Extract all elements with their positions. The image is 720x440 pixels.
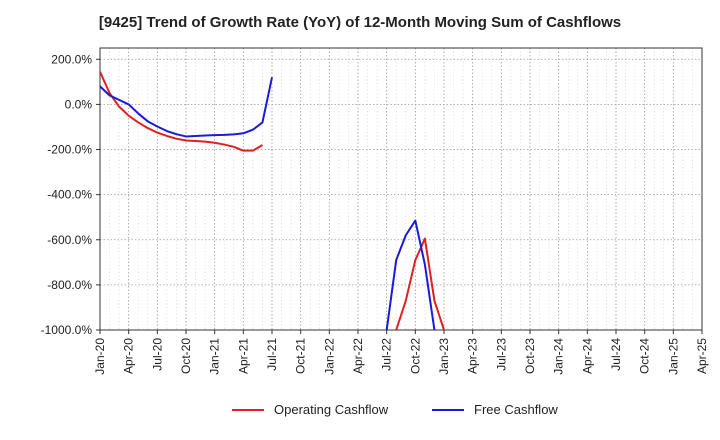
x-tick-label: Apr-24 [580, 338, 594, 374]
operating-cashflow-legend-label: Operating Cashflow [274, 402, 389, 417]
x-tick-label: Apr-21 [236, 338, 250, 374]
x-tick-label: Oct-20 [179, 338, 193, 374]
x-tick-label: Jan-25 [666, 338, 680, 375]
operating-cashflow-line [100, 71, 263, 152]
free-cashflow-line [385, 219, 436, 330]
x-tick-label: Apr-22 [351, 338, 365, 374]
y-tick-label: -600.0% [47, 233, 92, 247]
x-tick-label: Jul-22 [380, 338, 394, 371]
y-tick-label: -800.0% [47, 278, 92, 292]
plot-frame [99, 47, 703, 331]
y-tick-label: -200.0% [47, 143, 92, 157]
x-tick-label: Jan-24 [552, 338, 566, 375]
y-tick-label: -1000.0% [41, 323, 93, 337]
free-cashflow-legend-label: Free Cashflow [474, 402, 558, 417]
x-tick-label: Oct-24 [638, 338, 652, 374]
x-tick-label: Oct-23 [523, 338, 537, 374]
x-tick-label: Jul-21 [265, 338, 279, 371]
x-tick-label: Apr-23 [466, 338, 480, 374]
x-tick-label: Jan-20 [93, 338, 107, 375]
free-cashflow-line [100, 77, 273, 138]
x-tick-label: Oct-21 [294, 338, 308, 374]
x-tick-label: Apr-20 [122, 338, 136, 374]
operating-cashflow-line [395, 237, 445, 330]
y-tick-label: -400.0% [47, 188, 92, 202]
chart-title: [9425] Trend of Growth Rate (YoY) of 12-… [98, 14, 622, 31]
x-tick-label: Apr-25 [695, 338, 709, 374]
y-tick-label: 0.0% [65, 97, 93, 111]
x-tick-label: Jan-23 [437, 338, 451, 375]
x-tick-label: Oct-22 [408, 338, 422, 374]
x-tick-label: Jan-21 [208, 338, 222, 375]
plot-area [100, 48, 702, 330]
x-tick-label: Jul-20 [150, 338, 164, 371]
x-tick-label: Jul-23 [494, 338, 508, 371]
x-tick-label: Jan-22 [322, 338, 336, 375]
x-tick-label: Jul-24 [609, 338, 623, 371]
y-tick-label: 200.0% [51, 52, 92, 66]
